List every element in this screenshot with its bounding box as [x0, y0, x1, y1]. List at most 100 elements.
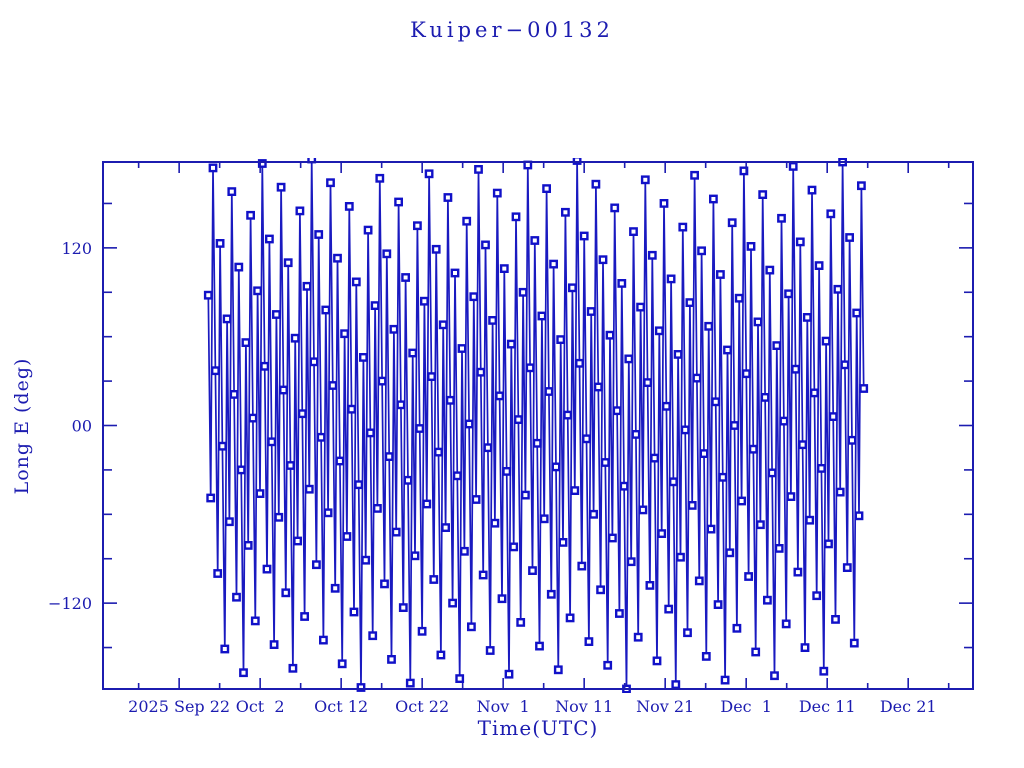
data-point-marker	[758, 190, 768, 199]
data-point-marker	[283, 258, 293, 268]
data-point-marker	[476, 367, 486, 377]
x-axis-title: Time(UTC)	[477, 716, 599, 740]
data-point-marker	[779, 416, 789, 426]
data-point-marker	[662, 401, 671, 411]
data-point-marker	[438, 320, 448, 330]
data-point-marker	[398, 603, 408, 613]
data-point-marker	[760, 393, 770, 402]
data-point-marker	[706, 524, 716, 534]
data-point-marker	[474, 164, 483, 174]
data-point-marker	[640, 175, 650, 185]
data-point-marker	[572, 158, 582, 165]
data-point-marker	[842, 563, 852, 573]
data-point-marker	[701, 652, 711, 661]
data-point-marker	[366, 428, 375, 438]
data-point-marker	[610, 203, 620, 213]
data-point-marker	[593, 382, 603, 392]
data-point-marker	[410, 551, 420, 561]
data-point-marker	[281, 588, 291, 598]
data-point-marker	[828, 412, 838, 421]
data-point-marker	[734, 293, 744, 303]
data-point-marker	[615, 609, 624, 618]
data-point-marker	[781, 619, 791, 629]
data-point-marker	[608, 533, 617, 543]
data-point-marker	[323, 508, 333, 518]
data-point-marker	[415, 424, 425, 433]
data-point-marker	[293, 536, 302, 546]
data-point-marker	[676, 552, 685, 562]
data-point-marker	[495, 391, 504, 401]
data-point-marker	[354, 480, 364, 490]
data-point-marker	[203, 290, 213, 300]
data-point-marker	[732, 623, 742, 633]
data-point-marker	[563, 410, 573, 420]
data-point-marker	[807, 185, 817, 195]
data-point-marker	[579, 231, 589, 241]
data-point-marker	[835, 487, 845, 497]
data-point-marker	[521, 490, 530, 500]
data-point-marker	[819, 666, 829, 676]
data-point-marker	[525, 363, 535, 373]
data-point-marker	[727, 218, 737, 228]
data-point-marker	[288, 663, 298, 673]
data-point-marker	[349, 607, 359, 617]
x-tick-label: Nov 11	[555, 697, 613, 716]
data-point-marker	[250, 616, 260, 626]
data-point-marker	[638, 505, 648, 515]
data-point-marker	[584, 637, 594, 647]
data-point-marker	[680, 425, 690, 435]
data-point-marker	[257, 159, 267, 168]
data-point-marker	[788, 161, 798, 171]
data-point-marker	[598, 255, 608, 265]
data-point-marker	[427, 372, 436, 381]
data-point-marker	[753, 317, 763, 327]
data-point-marker	[429, 575, 439, 584]
data-point-marker	[361, 555, 371, 565]
data-point-marker	[704, 321, 714, 331]
data-point-marker	[751, 647, 761, 657]
data-point-marker	[274, 512, 284, 522]
data-point-marker	[363, 225, 373, 235]
data-point-marker	[556, 335, 566, 344]
data-point-marker	[497, 594, 507, 604]
data-point-marker	[208, 163, 218, 173]
x-tick-label: Dec 11	[799, 697, 856, 716]
data-point-marker	[337, 659, 347, 669]
data-point-marker	[774, 544, 784, 553]
data-point-marker	[206, 493, 216, 503]
data-point-marker	[739, 166, 749, 176]
data-point-marker	[617, 279, 627, 288]
data-point-marker	[713, 600, 723, 610]
data-point-marker	[312, 560, 321, 570]
data-point-marker	[537, 311, 547, 321]
data-point-marker	[462, 216, 472, 226]
data-point-marker	[248, 413, 258, 423]
data-point-marker	[504, 669, 514, 679]
data-point-marker	[854, 511, 864, 521]
data-point-marker	[380, 579, 389, 589]
data-point-marker	[669, 477, 678, 487]
data-point-marker	[239, 668, 248, 678]
data-point-marker	[549, 259, 559, 269]
x-tick-label: Dec 21	[880, 697, 937, 716]
data-point-marker	[690, 170, 700, 180]
data-point-marker	[478, 570, 488, 580]
data-point-marker	[436, 650, 446, 660]
data-point-marker	[443, 193, 453, 202]
data-point-marker	[741, 369, 751, 379]
data-point-marker	[391, 527, 401, 537]
data-point-marker	[692, 373, 702, 383]
y-tick-label: −120	[48, 594, 92, 613]
data-point-marker	[725, 548, 735, 558]
x-tick-label: Oct 12	[314, 697, 368, 716]
data-point-marker	[279, 385, 288, 395]
data-point-marker	[786, 492, 796, 501]
data-point-marker	[236, 465, 246, 475]
data-point-marker	[859, 384, 869, 393]
data-point-marker	[694, 576, 704, 586]
data-point-marker	[441, 523, 450, 533]
data-point-marker	[568, 283, 577, 293]
data-point-marker	[413, 221, 422, 231]
data-point-marker	[530, 236, 540, 245]
